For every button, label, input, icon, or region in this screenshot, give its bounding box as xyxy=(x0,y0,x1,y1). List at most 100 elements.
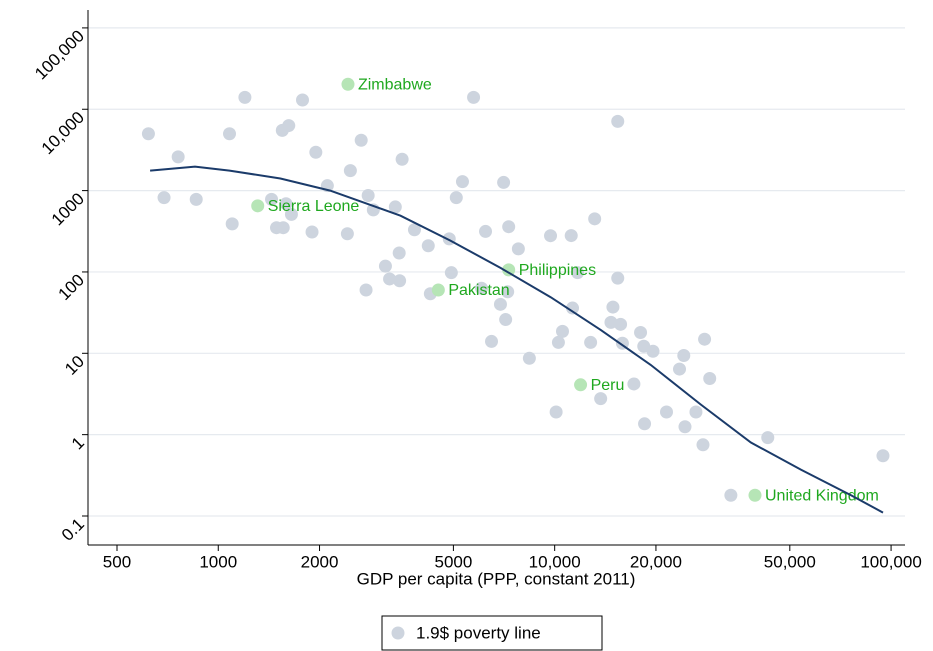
data-point xyxy=(544,229,558,243)
data-point xyxy=(238,90,252,104)
data-point xyxy=(485,334,499,348)
grid xyxy=(88,27,905,517)
data-point xyxy=(551,335,565,349)
highlight-label: Peru xyxy=(591,377,625,394)
data-point xyxy=(276,221,290,235)
x-tick-label: 100,000 xyxy=(860,552,921,571)
data-point xyxy=(449,191,463,205)
data-point xyxy=(455,175,469,189)
data-point xyxy=(284,207,298,221)
data-point xyxy=(395,152,409,166)
data-point xyxy=(393,274,407,288)
data-point xyxy=(588,212,602,226)
legend xyxy=(381,615,603,651)
y-tick-label: 0.1 xyxy=(58,515,88,545)
data-point xyxy=(361,189,375,203)
highlight-label: Zimbabwe xyxy=(358,76,432,93)
x-axis-label: GDP per capita (PPP, constant 2011) xyxy=(357,569,636,588)
data-point xyxy=(421,239,435,253)
data-point xyxy=(171,150,185,164)
y-tick-label: 100,000 xyxy=(31,26,88,83)
highlight-point xyxy=(341,77,355,91)
data-point xyxy=(677,348,691,362)
highlight-point xyxy=(574,378,588,392)
data-point xyxy=(611,114,625,128)
data-point xyxy=(555,324,569,338)
x-tick-label: 5000 xyxy=(434,552,472,571)
highlight-label: Sierra Leone xyxy=(268,198,360,215)
fit-line xyxy=(150,165,884,514)
data-point xyxy=(474,281,488,295)
data-point xyxy=(359,283,373,297)
y-tick-label: 1000 xyxy=(48,189,88,229)
data-point xyxy=(296,93,310,107)
x-tick-label: 500 xyxy=(103,552,131,571)
data-point xyxy=(511,242,525,256)
x-tick-label: 10,000 xyxy=(529,552,581,571)
data-point xyxy=(444,266,458,280)
data-point xyxy=(501,285,515,299)
data-point xyxy=(638,417,652,431)
data-point xyxy=(392,246,406,260)
data-point xyxy=(309,145,323,159)
data-point xyxy=(305,225,319,239)
data-point xyxy=(223,127,237,141)
highlight-label: United Kingdom xyxy=(765,487,879,504)
data-point xyxy=(703,372,717,386)
data-point xyxy=(282,119,296,133)
data-point xyxy=(522,351,536,365)
highlight-label: Philippines xyxy=(519,262,596,279)
data-point xyxy=(564,229,578,243)
data-point xyxy=(660,405,674,419)
data-point xyxy=(584,335,598,349)
data-point xyxy=(549,405,563,419)
data-point xyxy=(354,133,368,147)
data-point xyxy=(497,175,511,189)
plot-area: Zimbabwe Sierra Leone Pakistan Philippines P… xyxy=(141,76,890,514)
data-point xyxy=(499,313,513,327)
data-point xyxy=(388,200,402,214)
highlight-label: Pakistan xyxy=(448,282,509,299)
y-tick-label: 1 xyxy=(68,433,88,453)
data-point xyxy=(493,297,507,311)
highlight-point xyxy=(431,283,445,297)
data-point xyxy=(225,217,239,231)
data-point xyxy=(189,192,203,206)
data-point xyxy=(157,191,171,205)
data-point xyxy=(566,301,580,315)
data-point xyxy=(606,300,620,314)
data-point xyxy=(265,192,279,206)
data-point xyxy=(594,392,608,406)
data-point xyxy=(876,449,890,463)
data-point xyxy=(479,224,493,238)
x-tick-label: 2000 xyxy=(301,552,339,571)
data-point xyxy=(279,197,293,211)
highlight-point xyxy=(748,488,762,502)
data-point xyxy=(340,227,354,241)
y-tick-label: 10,000 xyxy=(38,108,88,158)
data-point xyxy=(343,164,357,178)
data-point xyxy=(502,220,516,234)
data-point xyxy=(678,420,692,434)
data-point xyxy=(698,332,712,346)
data-point xyxy=(634,326,648,340)
data-point xyxy=(141,127,155,141)
data-point xyxy=(614,317,628,331)
data-point xyxy=(696,438,710,452)
legend-label: 1.9$ poverty line xyxy=(416,623,541,642)
highlight-point xyxy=(251,199,265,213)
legend-marker xyxy=(391,626,405,640)
data-point xyxy=(724,488,738,502)
data-point xyxy=(627,377,641,391)
data-point xyxy=(467,90,481,104)
x-tick-label: 1000 xyxy=(199,552,237,571)
data-point xyxy=(761,431,775,445)
data-point xyxy=(672,362,686,376)
data-point xyxy=(378,259,392,273)
y-tick-label: 10 xyxy=(61,352,88,379)
highlight-point xyxy=(502,263,516,277)
data-point xyxy=(407,223,421,237)
data-point xyxy=(383,272,397,286)
x-tick-label: 20,000 xyxy=(630,552,682,571)
